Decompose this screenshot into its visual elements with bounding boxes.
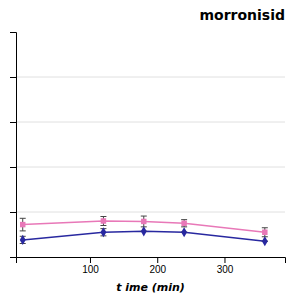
y-axis-line: [10, 33, 17, 258]
x-tick-label: 200: [149, 264, 166, 275]
x-tick: 300: [217, 257, 234, 275]
error-bar-cap: [20, 218, 26, 219]
x-tick-label: 300: [217, 264, 234, 275]
title: morronisid: [199, 7, 285, 23]
x-tick-mark: [157, 257, 158, 263]
error-bar: [181, 220, 187, 227]
point: [262, 230, 267, 235]
y-tick: [10, 167, 16, 168]
y-tick-mark: [10, 212, 16, 213]
series: [20, 226, 268, 246]
grid-line: [16, 212, 285, 213]
grid-line: [16, 77, 285, 78]
y-tick: [10, 122, 16, 123]
point: [141, 219, 146, 224]
chart: 100 200 300 morronisid t ime (min): [0, 0, 299, 299]
error-bar-cap: [100, 225, 106, 226]
error-bar-cap: [100, 216, 106, 217]
y-tick: [10, 212, 16, 213]
x-axis: 100 200 300: [17, 257, 286, 275]
x-axis-title: t ime (min): [116, 281, 185, 294]
x-tick: 100: [82, 257, 99, 275]
point: [141, 226, 147, 236]
grid-line: [16, 122, 285, 123]
error-bar-cap: [141, 216, 147, 217]
y-tick-mark: [10, 77, 16, 78]
point: [100, 227, 106, 237]
y-tick: [10, 77, 16, 78]
x-tick-mark: [224, 257, 225, 263]
x-tick-label: 100: [82, 264, 99, 275]
x-tick: 200: [149, 257, 166, 275]
point: [181, 221, 186, 226]
point: [262, 236, 268, 246]
error-bar: [20, 218, 26, 231]
error-bar-cap: [20, 230, 26, 231]
error-bar: [141, 216, 147, 227]
series: [20, 216, 268, 237]
x-axis-line: [17, 258, 286, 264]
point: [20, 235, 26, 245]
error-bar: [100, 217, 106, 226]
error-bar: [262, 228, 268, 237]
y-tick-mark: [10, 122, 16, 123]
point: [101, 218, 106, 223]
point: [20, 222, 25, 227]
grid: [16, 77, 285, 212]
marks: [20, 216, 268, 246]
x-tick-mark: [90, 257, 91, 263]
grid-line: [16, 167, 285, 168]
y-tick-mark: [10, 167, 16, 168]
error-bars: [20, 216, 268, 237]
error-bar-cap: [262, 227, 268, 228]
error-bar-cap: [181, 219, 187, 220]
plot: 100 200 300: [10, 33, 286, 276]
y-axis: [10, 33, 17, 258]
point: [181, 227, 187, 237]
